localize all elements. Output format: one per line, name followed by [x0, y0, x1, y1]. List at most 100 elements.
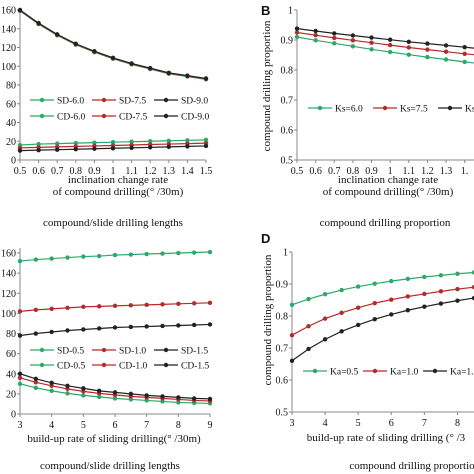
y-tick-label: 0: [11, 410, 16, 421]
x-tick-label: 0.8: [70, 166, 83, 177]
legend-swatch-marker: [101, 362, 107, 368]
data-point: [96, 253, 102, 259]
x-tick-label: 0.8: [347, 166, 360, 177]
series-line: [19, 10, 207, 80]
data-point: [455, 286, 460, 292]
data-point: [17, 381, 23, 387]
data-point: [65, 255, 70, 260]
data-point: [55, 141, 60, 146]
data-point: [129, 139, 134, 144]
data-point: [17, 7, 23, 13]
data-point: [112, 396, 118, 401]
data-point: [207, 249, 213, 255]
y-tick-label: 100: [1, 62, 16, 73]
y-tick-label: 140: [1, 269, 16, 280]
legend-entry: Ka=0.5: [330, 368, 359, 378]
legend-swatch-marker: [39, 347, 45, 353]
x-tick-label: 1.3: [440, 166, 453, 177]
data-point: [160, 399, 165, 404]
data-point: [96, 394, 102, 400]
data-point: [33, 385, 39, 391]
x-tick-label: 0.5: [14, 166, 27, 177]
y-tick-label: 80: [6, 81, 16, 92]
legend-swatch-marker: [382, 105, 388, 111]
x-tick-label: 0.6: [32, 166, 45, 177]
data-point: [160, 394, 165, 399]
data-point: [49, 388, 54, 394]
x-tick-label: 9: [208, 420, 213, 431]
series-line: [291, 271, 474, 306]
y-tick-label: 20: [6, 137, 16, 148]
data-point: [160, 323, 165, 329]
data-point: [148, 65, 153, 71]
x-tick-label: 1: [111, 166, 116, 177]
data-point: [128, 303, 134, 308]
panel-b-xlabel-line2: of compound drilling(° /30m): [323, 186, 454, 198]
data-point: [289, 333, 295, 338]
y-tick-label: 0.7: [281, 96, 294, 107]
data-point: [92, 49, 97, 54]
legend-entry: SD-1.0: [119, 347, 146, 357]
data-point: [387, 49, 393, 55]
panel-b-xlabel-line1: inclination change rate: [338, 174, 438, 186]
data-point: [355, 305, 361, 310]
y-tick-label: 160: [1, 6, 16, 17]
data-point: [17, 333, 23, 338]
data-point: [471, 270, 474, 275]
panel-d: D 0.5 0.6 0.7 0.8 0.9 1 3 4 5 6 7 8 Ka=0.5 Ka=1.0 Ka…: [261, 231, 474, 472]
data-point: [176, 395, 181, 400]
data-point: [471, 295, 474, 301]
x-tick-label: 1.3: [163, 166, 176, 177]
data-point: [81, 304, 86, 310]
legend-entry: SD-7.5: [119, 97, 146, 107]
data-point: [160, 302, 165, 307]
data-point: [443, 49, 449, 54]
data-point: [462, 59, 467, 65]
data-point: [405, 276, 411, 282]
data-point: [110, 55, 116, 61]
data-point: [166, 138, 171, 143]
legend-swatch-marker: [163, 113, 169, 119]
legend-entry: SD-6.0: [57, 97, 84, 107]
data-point: [406, 45, 411, 50]
data-point: [425, 47, 430, 52]
data-point: [306, 346, 311, 352]
legend-entry: Ka=1.0: [390, 368, 419, 378]
x-tick-label: 7: [144, 420, 149, 431]
data-point: [322, 316, 328, 321]
data-point: [81, 254, 86, 259]
data-point: [455, 271, 460, 276]
y-tick-label: 140: [1, 24, 16, 35]
series-line: [291, 286, 474, 336]
data-point: [438, 301, 444, 306]
data-point: [144, 398, 149, 403]
data-point: [65, 391, 70, 396]
legend-entry: CD-1.0: [119, 362, 147, 372]
data-point: [372, 281, 377, 286]
data-point: [387, 37, 393, 42]
panel-d-xlabel: build-up rate of sliding drilling (° /3: [307, 432, 466, 444]
y-tick-label: 0.6: [276, 376, 289, 387]
legend-entry: Ks=7.5: [400, 105, 428, 115]
legend-entry: CD-1.5: [181, 362, 209, 372]
data-point: [176, 323, 181, 328]
x-tick-label: 4: [49, 420, 54, 431]
x-tick-label: 1.2: [421, 166, 434, 177]
panel-a-xlabel-line1: inclination change rate: [68, 174, 168, 186]
data-point: [185, 144, 190, 149]
y-tick-label: 40: [6, 118, 16, 129]
data-point: [55, 32, 60, 37]
data-point: [289, 358, 295, 363]
data-point: [81, 393, 86, 398]
data-point: [92, 140, 97, 145]
data-point: [96, 326, 102, 331]
x-tick-label: 1.: [461, 166, 469, 177]
y-tick-label: 0: [11, 156, 16, 167]
data-point: [33, 380, 39, 385]
legend-swatch-marker: [163, 347, 169, 353]
y-tick-label: 0.9: [276, 280, 289, 291]
panel-d-ylabel: compound drilling proportion: [262, 254, 274, 385]
data-point: [294, 34, 300, 40]
data-point: [17, 371, 23, 376]
data-point: [355, 322, 361, 328]
